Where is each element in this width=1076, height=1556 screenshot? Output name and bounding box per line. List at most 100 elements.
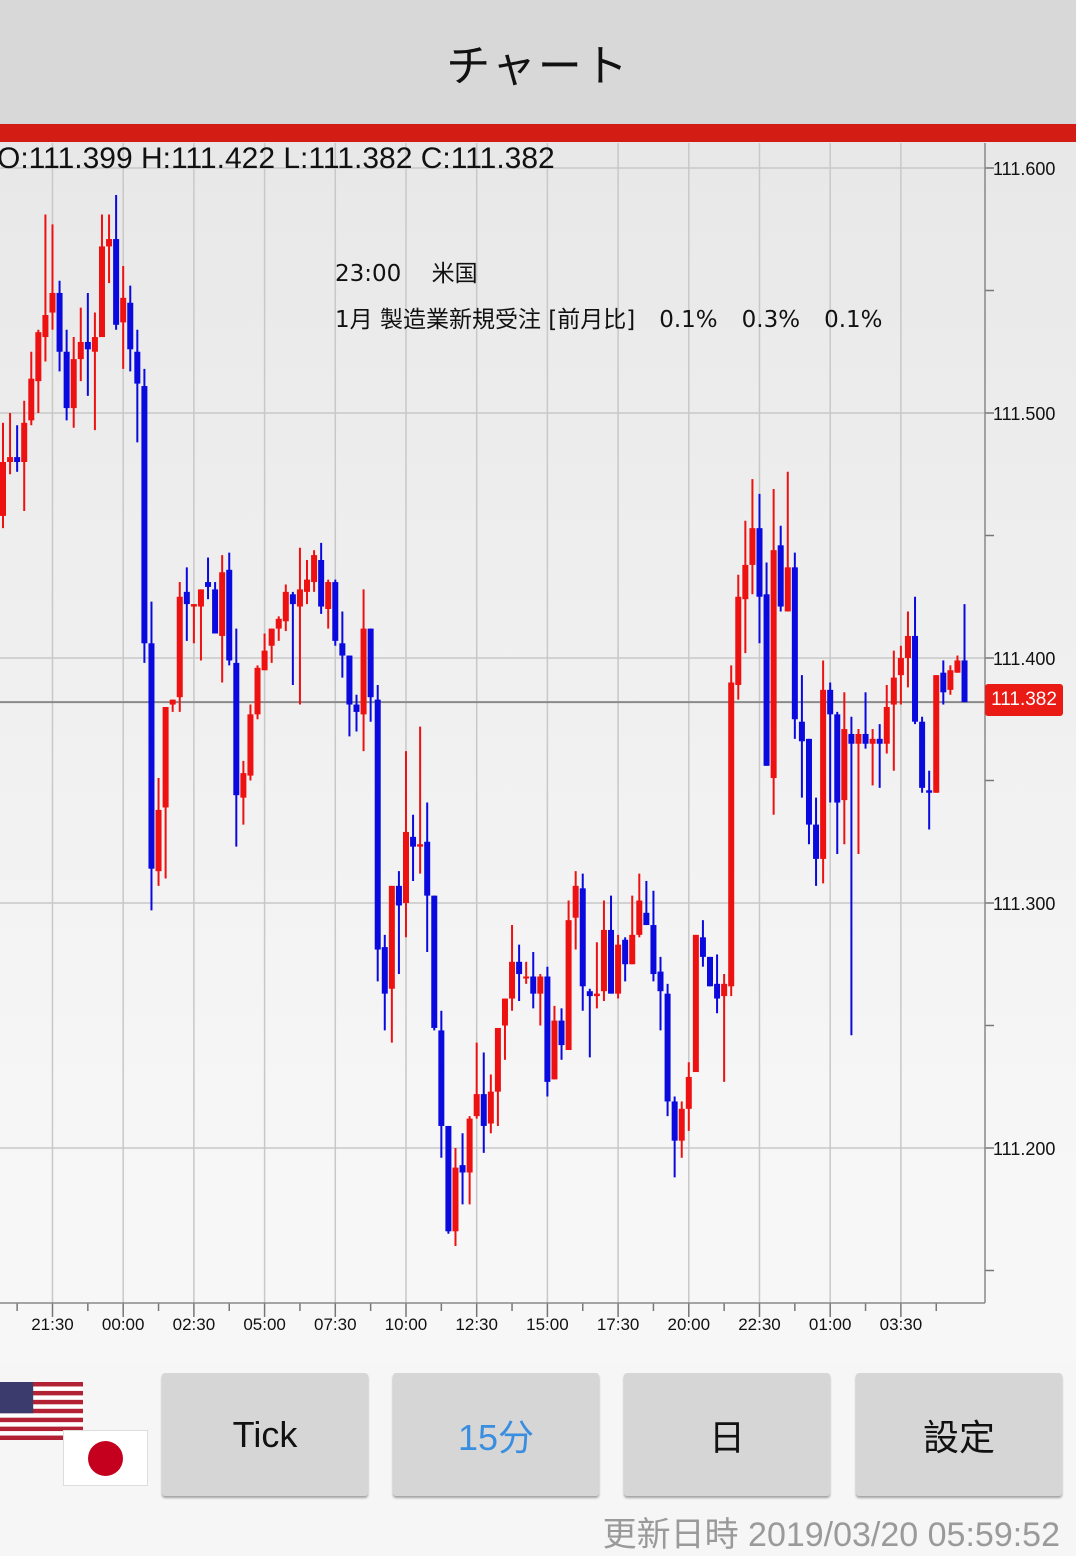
candle-body [487, 1091, 494, 1124]
candle-body [791, 567, 798, 720]
candle [254, 665, 261, 720]
candle-body [282, 591, 289, 622]
candle-body [318, 560, 325, 607]
candlestick-chart[interactable]: 111.600 111.500 111.400 111.300 111.200 21:30… [0, 0, 1076, 1345]
candle [664, 983, 671, 1117]
candle [728, 665, 735, 997]
candle [876, 724, 883, 788]
candle [636, 873, 643, 938]
candle [424, 802, 431, 952]
candle [685, 1062, 692, 1131]
x-tick-label: 07:30 [314, 1315, 357, 1334]
candle [699, 920, 706, 967]
candle [933, 675, 940, 793]
candle-body [685, 1076, 692, 1109]
candle [671, 1096, 678, 1178]
candle [862, 692, 869, 749]
candle-body [98, 246, 105, 338]
candle [940, 660, 947, 705]
candle-body [855, 733, 862, 744]
candle-body [692, 934, 699, 1073]
candle [7, 413, 14, 475]
candle [275, 616, 282, 641]
candle-body [523, 976, 530, 979]
candle-body [183, 591, 190, 605]
tick-button-label: Tick [232, 1413, 298, 1455]
candle [49, 224, 56, 330]
candle-body [304, 579, 311, 592]
candle [459, 1133, 466, 1205]
candle-body [501, 998, 508, 1026]
candle-body [374, 699, 381, 950]
candle-body [28, 378, 35, 421]
candle [954, 655, 961, 673]
candle [890, 650, 897, 771]
candle-body [410, 836, 417, 847]
candle-body [459, 1165, 466, 1173]
current-price-tag: 111.382 [985, 684, 1063, 716]
daily-button[interactable]: 日 [624, 1373, 830, 1496]
daily-button-label: 日 [708, 1416, 745, 1458]
candle-body [926, 790, 933, 793]
candle-body [431, 895, 438, 1028]
candle-body [106, 239, 113, 247]
candle [417, 726, 424, 874]
tick-button[interactable]: Tick [162, 1373, 368, 1496]
x-tick-label: 05:00 [243, 1315, 286, 1334]
candle-body [466, 1118, 473, 1173]
candle-body [395, 885, 402, 906]
candle [586, 988, 593, 1058]
settings-button[interactable]: 設定 [856, 1373, 1062, 1496]
candle [431, 895, 438, 1031]
candle-body [247, 714, 254, 776]
candle [219, 555, 226, 683]
candle [480, 1052, 487, 1153]
low-label: L: [283, 142, 309, 175]
candle [452, 1148, 459, 1246]
updated-label: 更新日時 [602, 1516, 739, 1554]
candle-body [21, 422, 28, 462]
candle-body [261, 650, 268, 671]
x-tick-label: 17:30 [597, 1315, 640, 1334]
candle-body [678, 1108, 685, 1141]
candle-body [593, 993, 600, 997]
candle-body [148, 643, 155, 869]
candle-body [763, 594, 770, 766]
close-value: 111.382 [450, 142, 555, 175]
candle [615, 934, 622, 999]
candle-body [615, 944, 622, 994]
candle-body [339, 643, 346, 656]
candle-body [509, 961, 516, 999]
candle [155, 778, 162, 886]
candle-body [770, 550, 777, 779]
candle [784, 471, 791, 612]
candle-body [197, 589, 204, 607]
candle [572, 871, 579, 950]
event-actual: 0.1% [659, 307, 718, 333]
candle-body [579, 888, 586, 987]
accent-bar [0, 124, 1076, 142]
candle [897, 645, 904, 705]
japan-flag-icon[interactable] [63, 1430, 148, 1486]
candle-body [445, 1125, 452, 1232]
15min-button[interactable]: 15分 [393, 1373, 599, 1496]
candle-body [360, 628, 367, 715]
candle [268, 628, 275, 663]
open-label: O: [0, 142, 29, 175]
candle [148, 601, 155, 911]
candle [410, 814, 417, 881]
candle-body [473, 1094, 480, 1117]
candle [530, 952, 537, 1009]
candle [692, 934, 699, 1073]
candle-body [742, 564, 749, 600]
candle [805, 738, 812, 845]
candle [402, 751, 409, 938]
candle-body [56, 292, 63, 352]
candle [869, 729, 876, 786]
candle [0, 422, 6, 529]
candle-body [205, 582, 212, 587]
candle [643, 880, 650, 926]
candle-body [155, 809, 162, 872]
candle-body [388, 885, 395, 989]
candle-body [14, 457, 21, 462]
